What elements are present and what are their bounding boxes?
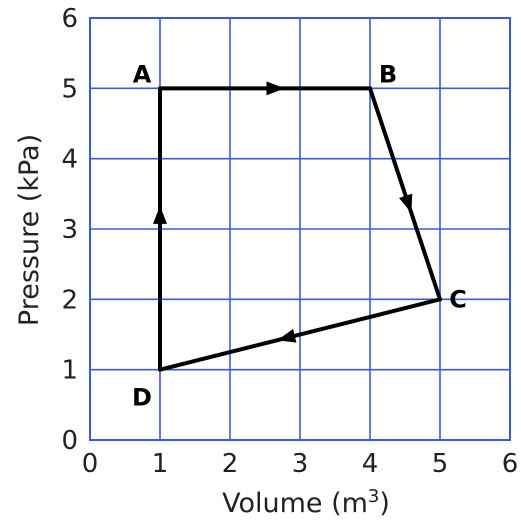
x-tick-label: 2 (222, 449, 239, 479)
tick-labels: 0 1 2 3 4 5 6 0 1 2 3 4 5 6 (61, 4, 518, 479)
point-label-A: A (133, 60, 152, 88)
cycle-segment-CD (158, 297, 442, 372)
cycle-path (158, 86, 442, 372)
x-tick-label: 6 (502, 449, 519, 479)
y-tick-label: 6 (61, 4, 78, 34)
direction-arrow-CD (277, 329, 297, 343)
plot-border (89, 17, 511, 441)
y-tick-label: 3 (61, 215, 78, 245)
y-axis-label: Pressure (kPa) (14, 134, 45, 326)
plot-frame (89, 17, 511, 441)
y-tick-label: 0 (61, 426, 78, 456)
y-tick-label: 4 (61, 145, 78, 175)
x-tick-label: 1 (152, 449, 169, 479)
y-tick-label: 2 (61, 285, 78, 315)
x-tick-label: 4 (362, 449, 379, 479)
x-tick-label: 3 (292, 449, 309, 479)
x-axis-label: Volume (m3) (222, 486, 390, 519)
point-labels: A B C D (132, 60, 467, 411)
x-axis-label-superscript: 3 (368, 486, 379, 507)
y-tick-label: 1 (61, 356, 78, 386)
y-tick-label: 5 (61, 74, 78, 104)
x-tick-label: 0 (82, 449, 99, 479)
x-axis-label-suffix: ) (379, 488, 390, 519)
point-label-C: C (449, 285, 467, 313)
direction-arrows (153, 81, 413, 343)
x-tick-label: 5 (432, 449, 449, 479)
direction-arrow-DA (153, 205, 167, 224)
cycle-segment-BC (368, 86, 442, 302)
point-label-B: B (379, 60, 397, 88)
point-label-D: D (132, 384, 152, 412)
direction-arrow-BC (399, 193, 413, 213)
direction-arrow-AB (266, 81, 285, 96)
grid (90, 18, 510, 440)
